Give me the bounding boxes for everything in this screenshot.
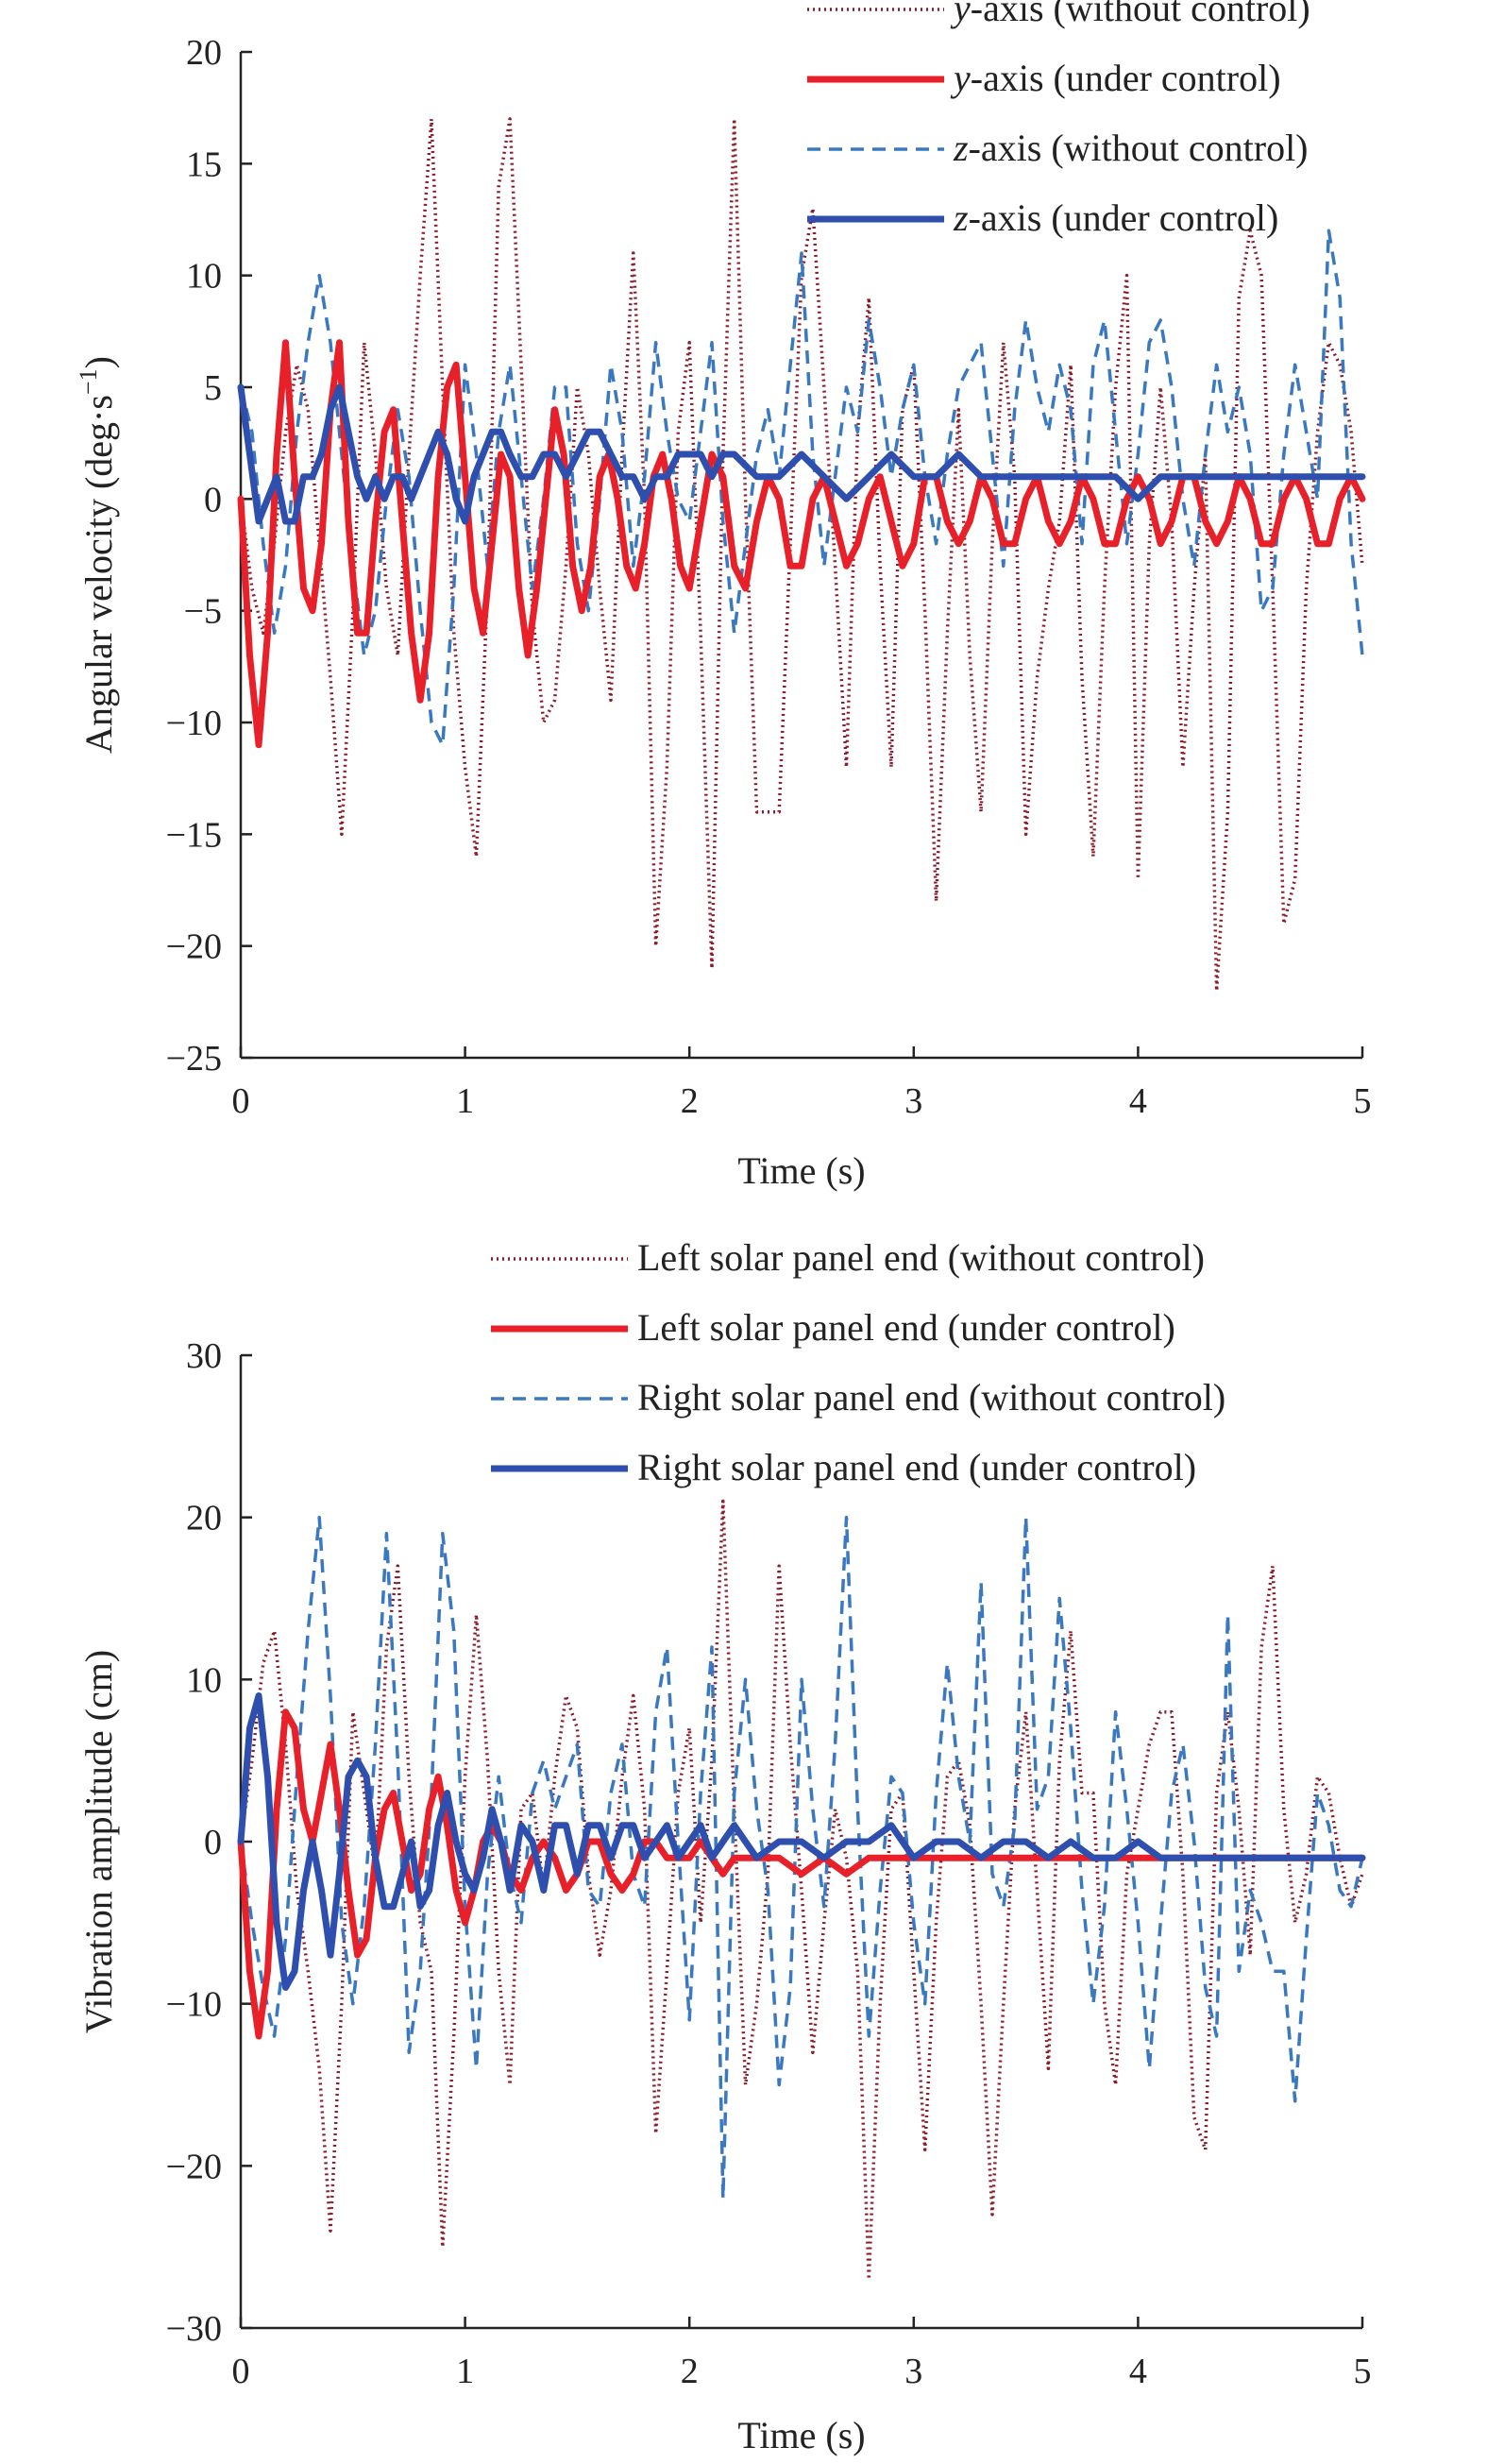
x-tick-label: 5 bbox=[1354, 1081, 1372, 1121]
legend-label-text: -axis (without control) bbox=[969, 127, 1309, 169]
y-tick-label: 30 bbox=[186, 1336, 222, 1376]
y-tick-label: 10 bbox=[186, 257, 222, 297]
y-tick-label: −25 bbox=[166, 1039, 222, 1079]
y-tick-label: −20 bbox=[166, 927, 222, 967]
legend-label-text: Right solar panel end (without control) bbox=[637, 1376, 1225, 1419]
x-tick-label: 1 bbox=[456, 1081, 474, 1121]
series-line-2 bbox=[237, 339, 1366, 749]
y-tick-label: −20 bbox=[166, 2147, 222, 2186]
x-tick-label: 1 bbox=[456, 2352, 474, 2391]
y-tick-label: 0 bbox=[204, 1823, 222, 1862]
legend-label-2: Left solar panel end (under control) bbox=[637, 1306, 1175, 1349]
legend: y-axis (without control)y-axis (under co… bbox=[807, 0, 1310, 239]
y-axis-label: Vibration amplitude (cm) bbox=[77, 1650, 120, 2033]
x-tick-label: 4 bbox=[1129, 1081, 1147, 1121]
x-axis-label: Time (s) bbox=[737, 2414, 865, 2456]
series-line-4 bbox=[237, 1692, 1366, 1991]
y-tick-label: 15 bbox=[186, 144, 222, 184]
legend-label-1: y-axis (without control) bbox=[950, 0, 1310, 29]
y-tick-label: 20 bbox=[186, 33, 222, 73]
chart-2: 30 20 10 0 −10 −20 −30 0 1 2 3 4 5 Time (s) Vibration … bbox=[77, 1236, 1372, 2456]
x-tick-label: 3 bbox=[904, 1081, 922, 1121]
y-tick-label: −10 bbox=[166, 1985, 222, 2025]
y-tick-label: 5 bbox=[204, 368, 222, 408]
legend-label-text: -axis (without control) bbox=[971, 0, 1310, 29]
y-tick-label: 20 bbox=[186, 1499, 222, 1538]
x-tick-label: 3 bbox=[904, 2352, 922, 2391]
y-tick-label: 0 bbox=[204, 480, 222, 519]
x-tick-label: 2 bbox=[681, 2352, 699, 2391]
series-line-2 bbox=[237, 1708, 1366, 2040]
y-axis-label-text: Vibration amplitude (cm) bbox=[77, 1650, 120, 2033]
y-axis-label: Angular velocity (deg·s−1) bbox=[75, 356, 120, 754]
x-tick-label: 4 bbox=[1129, 2352, 1147, 2391]
legend-label-1: Left solar panel end (without control) bbox=[637, 1236, 1205, 1279]
y-tick-label: −5 bbox=[184, 592, 222, 632]
y-axis-label-exponent: −1 bbox=[75, 368, 102, 395]
y-tick-label: −10 bbox=[166, 704, 222, 743]
legend-label-axis: z bbox=[953, 127, 969, 169]
legend-label-axis: y bbox=[950, 57, 971, 99]
legend-label-3: z-axis (without control) bbox=[953, 127, 1309, 169]
series-line-4 bbox=[237, 383, 1366, 525]
legend-label-text: Left solar panel end (under control) bbox=[637, 1306, 1175, 1349]
x-tick-label: 0 bbox=[232, 1081, 250, 1121]
legend-label-text: Left solar panel end (without control) bbox=[637, 1236, 1205, 1279]
legend: Left solar panel end (without control) Le… bbox=[491, 1236, 1225, 1488]
legend-label-4: z-axis (under control) bbox=[953, 196, 1278, 239]
legend-label-axis: y bbox=[950, 0, 971, 29]
x-tick-label: 5 bbox=[1354, 2352, 1372, 2391]
y-axis-label-text: Angular velocity (deg·s bbox=[77, 395, 120, 754]
legend-label-2: y-axis (under control) bbox=[950, 57, 1281, 99]
series-line-3 bbox=[239, 1515, 1364, 2201]
series-line-1 bbox=[239, 117, 1364, 993]
x-tick-label: 0 bbox=[232, 2352, 250, 2391]
x-axis-label: Time (s) bbox=[737, 1149, 865, 1192]
y-tick-label: −15 bbox=[166, 815, 222, 855]
x-tick-label: 2 bbox=[681, 1081, 699, 1121]
y-tick-label: −30 bbox=[166, 2309, 222, 2349]
series-line-3 bbox=[239, 229, 1364, 747]
legend-label-text: -axis (under control) bbox=[971, 57, 1281, 99]
y-tick-label: 10 bbox=[186, 1660, 222, 1700]
legend-label-3: Right solar panel end (without control) bbox=[637, 1376, 1225, 1419]
legend-label-text: Right solar panel end (under control) bbox=[637, 1446, 1196, 1488]
legend-label-text: -axis (under control) bbox=[969, 196, 1279, 239]
legend-label-axis: z bbox=[953, 196, 969, 239]
series-line-1 bbox=[239, 1499, 1364, 2282]
legend-label-4: Right solar panel end (under control) bbox=[637, 1446, 1196, 1488]
y-axis-label-close: ) bbox=[77, 356, 120, 368]
